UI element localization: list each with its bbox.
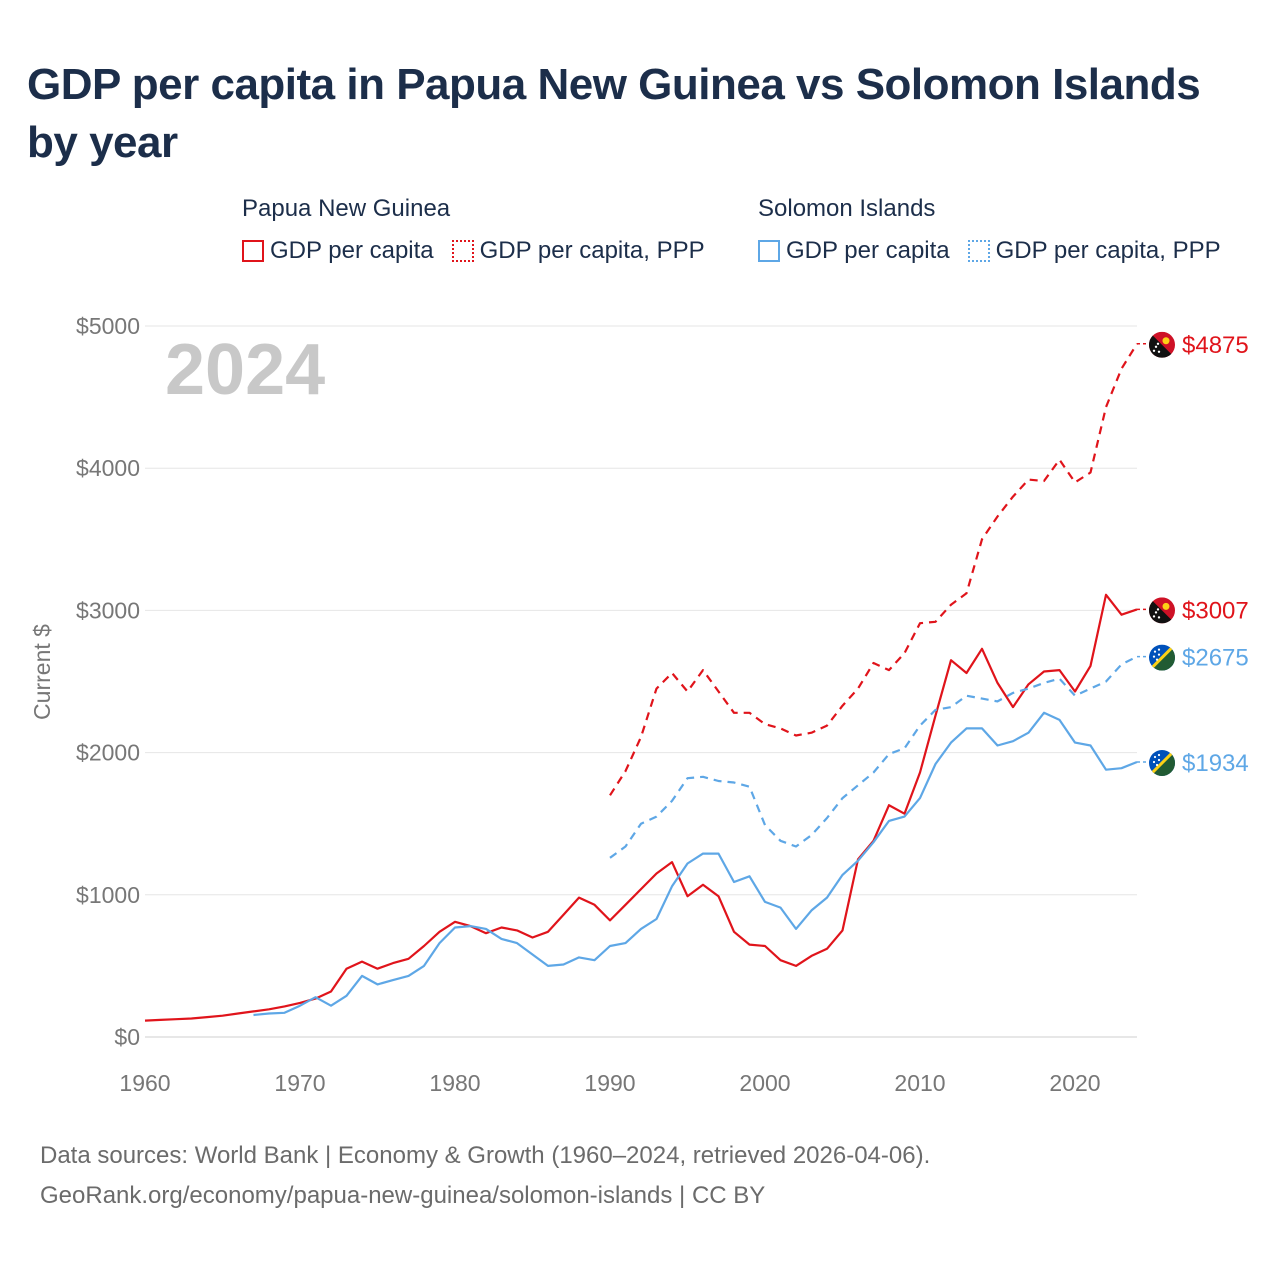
legend-item-label: GDP per capita, PPP [995, 237, 1221, 264]
y-axis-label: Current $ [29, 624, 55, 720]
end-value-label: $1934 [1182, 750, 1249, 777]
legend-group-name: Solomon Islands [758, 195, 936, 222]
solomon-flag-icon [1149, 749, 1175, 776]
y-tick-label: $5000 [76, 313, 140, 339]
legend-item-label: GDP per capita [270, 237, 434, 264]
x-axis-ticks: 1960 1970 1980 1990 2000 2010 2020 [119, 1070, 1100, 1096]
series-line-3 [609, 655, 1138, 859]
legend-item-slb-gdp[interactable]: GDP per capita [758, 237, 950, 265]
legend-group-solomon-islands: Solomon Islands GDP per capita GDP per c… [758, 195, 1221, 265]
series-line-0 [144, 593, 1138, 1022]
legend-item-label: GDP per capita [786, 237, 950, 264]
y-tick-label: $0 [114, 1024, 140, 1050]
legend-item-png-gdp-ppp[interactable]: GDP per capita, PPP [451, 237, 705, 265]
year-watermark: 2024 [165, 330, 325, 410]
x-tick-label: 1990 [584, 1070, 635, 1096]
x-tick-label: 1970 [274, 1070, 325, 1096]
legend-swatch-solid [242, 240, 264, 262]
footer-sources: Data sources: World Bank | Economy & Gro… [40, 1142, 931, 1169]
x-tick-label: 1960 [119, 1070, 170, 1096]
png-flag-icon [1149, 331, 1175, 358]
legend-group-name: Papua New Guinea [242, 195, 451, 222]
legend-swatch-solid [758, 240, 780, 262]
chart-title: GDP per capita in Papua New Guinea vs So… [27, 60, 1201, 167]
x-tick-label: 2010 [894, 1070, 945, 1096]
y-tick-label: $1000 [76, 882, 140, 908]
y-axis-ticks: $0 $1000 $2000 $3000 $4000 $5000 [76, 313, 140, 1050]
end-value-label: $3007 [1182, 597, 1249, 624]
end-markers: $3007 $4875 $1934 $2675 [1137, 331, 1249, 777]
footer: Data sources: World Bank | Economy & Gro… [40, 1136, 930, 1216]
series-lines [144, 343, 1138, 1022]
x-tick-label: 2000 [739, 1070, 790, 1096]
series-line-1 [609, 343, 1138, 796]
x-tick-label: 1980 [429, 1070, 480, 1096]
end-value-label: $2675 [1182, 645, 1249, 672]
chart-plot: 2024 Current $ $0 $1000 $2000 $3000 $4000 $50… [29, 313, 1249, 1096]
grid-lines [145, 325, 1137, 1038]
end-value-label: $4875 [1182, 332, 1249, 359]
legend-item-slb-gdp-ppp[interactable]: GDP per capita, PPP [967, 237, 1221, 265]
solomon-flag-icon [1149, 644, 1175, 671]
y-tick-label: $2000 [76, 740, 140, 766]
footer-link[interactable]: GeoRank.org/economy/papua-new-guinea/sol… [40, 1182, 766, 1209]
legend-group-papua-new-guinea: Papua New Guinea GDP per capita GDP per … [242, 195, 705, 265]
series-line-2 [253, 711, 1138, 1017]
legend-item-label: GDP per capita, PPP [479, 237, 705, 264]
legend-item-png-gdp[interactable]: GDP per capita [242, 237, 434, 265]
y-tick-label: $4000 [76, 455, 140, 481]
x-tick-label: 2020 [1049, 1070, 1100, 1096]
legend-swatch-dotted [451, 240, 474, 262]
legend-swatch-dotted [967, 240, 990, 262]
y-tick-label: $3000 [76, 597, 140, 623]
png-flag-icon [1149, 597, 1175, 624]
